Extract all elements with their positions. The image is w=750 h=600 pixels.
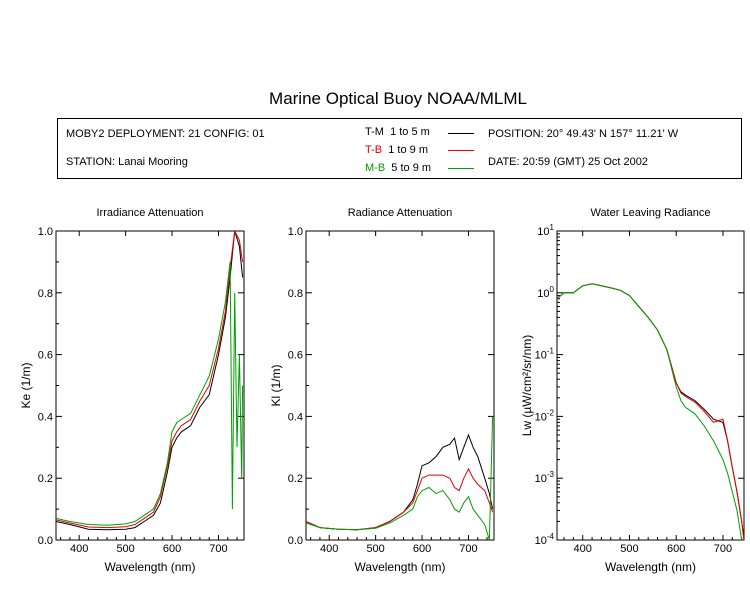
y-tick-label: 0.6: [38, 350, 53, 362]
y-tick-label: 10-3: [535, 470, 555, 485]
legend-entry-t-b: T-B 1 to 9 m: [365, 144, 428, 156]
series-line-m-b: [557, 283, 743, 540]
x-tick-label: 700: [209, 543, 227, 555]
station-text: STATION: Lanai Mooring: [66, 156, 188, 168]
series-line-m-b: [306, 416, 494, 540]
x-tick-label: 500: [366, 543, 384, 555]
plot-frame: [305, 230, 495, 541]
y-tick-label: 0.0: [288, 535, 303, 547]
x-tick-label: 400: [70, 543, 88, 555]
x-tick-label: 400: [320, 543, 338, 555]
x-tick-label: 500: [116, 543, 134, 555]
deployment-text: MOBY2 DEPLOYMENT: 21 CONFIG: 01: [66, 128, 265, 140]
series-line-m-b: [56, 261, 244, 526]
y-tick-label: 0.2: [288, 473, 303, 485]
x-tick-label: 600: [163, 543, 181, 555]
chart-panel-1: Irradiance Attenuation 400 500 600 700 0.0 0.2…: [19, 207, 245, 574]
x-tick-label: 700: [714, 543, 732, 555]
x-axis-label: Wavelength (nm): [605, 560, 696, 574]
y-tick-label: 10-4: [535, 532, 555, 547]
chart-title: Water Leaving Radiance: [590, 207, 710, 219]
series-line-t-b: [557, 283, 744, 540]
chart-panel-3: Water Leaving Radiance 400 500 600 700 10-4 10…: [520, 207, 745, 574]
y-tick-label: 0.2: [38, 473, 53, 485]
position-text: POSITION: 20° 49.43' N 157° 11.21' W: [488, 128, 679, 140]
x-tick-label: 500: [620, 543, 638, 555]
legend-entry-t-m: T-M 1 to 5 m: [365, 126, 430, 138]
legend-entry-m-b: M-B 5 to 9 m: [365, 162, 431, 174]
legend-code: M-B: [365, 162, 386, 174]
chart-title: Radiance Attenuation: [348, 207, 453, 219]
plot-frame: [55, 230, 245, 541]
legend-line-t-b: [448, 150, 474, 151]
series-group: [306, 416, 494, 540]
x-axis-label: Wavelength (nm): [355, 560, 446, 574]
series-line-t-m: [56, 231, 244, 531]
x-tick-label: 700: [459, 543, 477, 555]
y-tick-label: 0.6: [288, 350, 303, 362]
x-tick-label: 600: [667, 543, 685, 555]
y-tick-label: 0.4: [38, 411, 53, 423]
legend-line-t-m: [448, 133, 474, 134]
series-line-t-b: [56, 231, 244, 529]
series-line-t-b: [306, 467, 494, 531]
chart-title: Irradiance Attenuation: [96, 207, 203, 219]
y-tick-label: 1.0: [38, 226, 53, 238]
y-tick-label: 10-1: [535, 347, 555, 362]
y-tick-label: 0.4: [288, 411, 303, 423]
y-tick-label: 0.8: [288, 288, 303, 300]
legend-range: 5 to 9 m: [391, 162, 432, 174]
y-tick-label: 10-2: [535, 408, 555, 423]
series-group: [56, 231, 244, 531]
info-box: MOBY2 DEPLOYMENT: 21 CONFIG: 01 STATION:…: [57, 118, 742, 179]
figure-title: Marine Optical Buoy NOAA/MLML: [269, 89, 527, 108]
x-tick-label: 400: [574, 543, 592, 555]
legend-line-m-b: [448, 168, 474, 169]
legend-code: T-B: [365, 144, 383, 156]
y-axis-label: Kl (1/m): [269, 364, 283, 406]
date-text: DATE: 20:59 (GMT) 25 Oct 2002: [488, 156, 648, 168]
y-tick-label: 0.8: [38, 288, 53, 300]
plot-frame: [556, 230, 745, 541]
chart-panel-2: Radiance Attenuation 400 500 600 700 0.0 0.2 0.…: [269, 207, 495, 574]
y-axis-label: Lw (µW/cm²/sr/nm): [520, 335, 534, 437]
legend-range: 1 to 9 m: [388, 144, 428, 156]
series-group: [557, 283, 744, 540]
x-tick-label: 600: [413, 543, 431, 555]
y-tick-label: 1.0: [288, 226, 303, 238]
x-axis-label: Wavelength (nm): [105, 560, 196, 574]
y-axis-label: Ke (1/m): [19, 362, 33, 408]
y-tick-label: 100: [537, 285, 554, 300]
legend-range: 1 to 5 m: [390, 126, 430, 138]
series-line-t-m: [557, 283, 744, 540]
y-tick-label: 0.0: [38, 535, 53, 547]
y-tick-label: 101: [537, 223, 554, 238]
legend-code: T-M: [365, 126, 384, 138]
